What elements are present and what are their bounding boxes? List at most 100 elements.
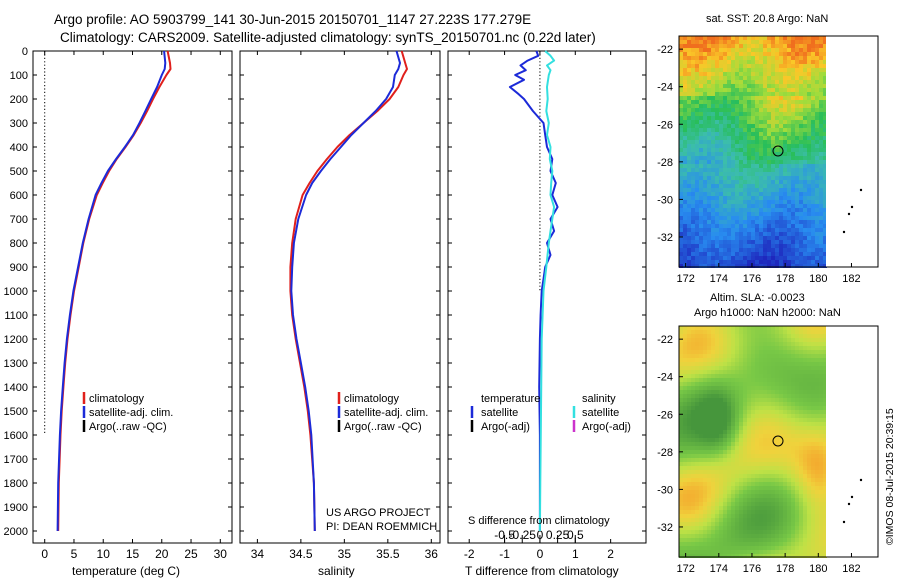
sst-cell [767, 76, 771, 80]
sla-cell [747, 374, 751, 378]
sst-cell [751, 40, 755, 44]
sst-cell [715, 260, 719, 264]
sla-cell [763, 358, 767, 362]
sst-cell [679, 84, 683, 88]
sla-cell [683, 434, 687, 438]
sst-cell [811, 188, 815, 192]
sst-cell [787, 224, 791, 228]
sla-cell [779, 434, 783, 438]
sst-cell [783, 136, 787, 140]
sst-cell [787, 96, 791, 100]
sst-cell [791, 36, 795, 40]
sst-cell [687, 60, 691, 64]
sla-cell [679, 474, 683, 478]
sst-cell [747, 252, 751, 256]
sla-cell [723, 346, 727, 350]
sst-cell [723, 88, 727, 92]
sst-cell [751, 204, 755, 208]
sst-cell [691, 56, 695, 60]
sla-cell [735, 366, 739, 370]
sla-cell [699, 410, 703, 414]
sla-cell [723, 342, 727, 346]
sst-cell [775, 204, 779, 208]
sla-cell [711, 338, 715, 342]
sla-cell [799, 354, 803, 358]
sla-cell [755, 486, 759, 490]
sst-cell [743, 188, 747, 192]
sla-cell [791, 454, 795, 458]
sla-cell [731, 402, 735, 406]
sla-cell [711, 494, 715, 498]
sst-cell [695, 52, 699, 56]
sla-cell [815, 450, 819, 454]
sst-cell [735, 160, 739, 164]
sst-cell [707, 228, 711, 232]
sla-cell [739, 334, 743, 338]
sla-cell [699, 386, 703, 390]
sla-cell [687, 338, 691, 342]
sla-cell [775, 550, 779, 554]
sla-cell [711, 498, 715, 502]
temperature-series [44, 50, 172, 532]
sla-cell [687, 526, 691, 530]
sst-cell [751, 148, 755, 152]
sla-cell [779, 330, 783, 334]
sst-cell [803, 120, 807, 124]
sla-cell [743, 422, 747, 426]
sla-cell [719, 526, 723, 530]
sst-cell [707, 84, 711, 88]
sla-cell [759, 538, 763, 542]
sst-cell [775, 116, 779, 120]
sst-cell [767, 104, 771, 108]
sla-cell [815, 498, 819, 502]
sst-cell [807, 248, 811, 252]
sla-cell [735, 550, 739, 554]
sla-cell [707, 442, 711, 446]
sla-cell [735, 346, 739, 350]
sla-cell [727, 486, 731, 490]
sla-cell [695, 486, 699, 490]
sla-cell [699, 374, 703, 378]
sst-cell [719, 136, 723, 140]
sst-cell [775, 164, 779, 168]
sla-cell [711, 390, 715, 394]
sla-cell [759, 414, 763, 418]
sla-cell [711, 454, 715, 458]
sla-cell [771, 526, 775, 530]
sst-cell [695, 168, 699, 172]
sst-cell [807, 128, 811, 132]
sst-cell [719, 48, 723, 52]
sst-cell [807, 240, 811, 244]
sst-cell [683, 236, 687, 240]
sst-cell [799, 132, 803, 136]
sla-cell [719, 326, 723, 330]
sst-cell [743, 240, 747, 244]
sla-cell [783, 450, 787, 454]
sst-cell [799, 244, 803, 248]
sst-cell [707, 92, 711, 96]
sla-cell [691, 390, 695, 394]
sla-cell [731, 462, 735, 466]
sla-cell [707, 330, 711, 334]
sla-cell [771, 426, 775, 430]
sst-cell [783, 188, 787, 192]
sst-cell [727, 64, 731, 68]
sst-cell [815, 140, 819, 144]
sla-cell [731, 334, 735, 338]
sla-cell [739, 378, 743, 382]
sst-cell [771, 88, 775, 92]
sla-cell [771, 446, 775, 450]
sst-cell [743, 108, 747, 112]
sst-cell [691, 64, 695, 68]
sst-cell [799, 60, 803, 64]
sla-cell [687, 530, 691, 534]
sst-cell [763, 204, 767, 208]
sla-cell [727, 454, 731, 458]
sst-cell [795, 184, 799, 188]
sst-cell [719, 88, 723, 92]
sst-cell [755, 252, 759, 256]
sst-cell [711, 196, 715, 200]
sst-cell [759, 160, 763, 164]
sla-cell [767, 346, 771, 350]
sla-cell [711, 426, 715, 430]
